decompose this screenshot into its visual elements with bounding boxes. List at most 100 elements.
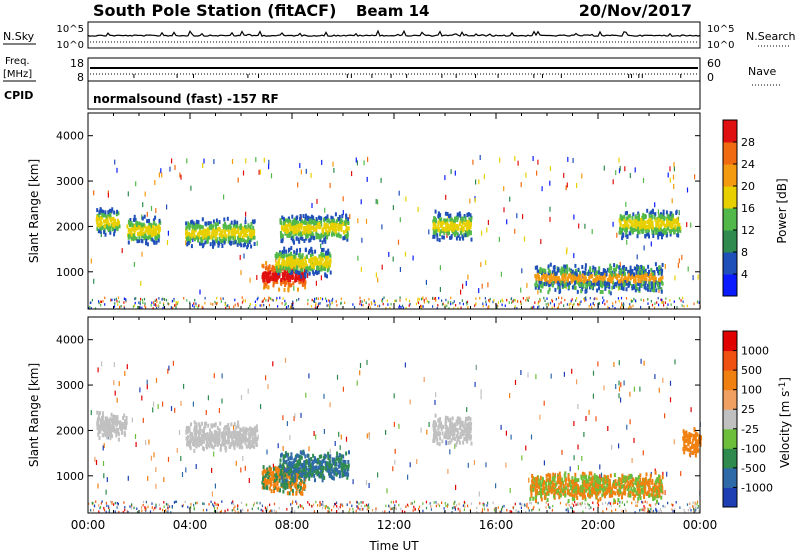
echo-pixel [306,267,309,272]
echo-pixel [659,227,662,232]
noise-pixel [336,510,338,513]
noise-pixel [662,504,664,508]
echo-pixel [211,230,214,235]
noise-pixel [125,299,127,302]
sparse-pixel [334,441,336,446]
sparse-pixel [289,435,291,441]
y-tick-label: 2000 [56,220,84,233]
echo-pixel [467,224,470,229]
noise-pixel [506,298,508,302]
sparse-pixel [167,368,169,374]
noise-pixel [592,302,594,305]
noise-pixel [157,304,159,307]
noise-pixel [359,302,361,306]
noise-pixel [216,510,218,513]
echo-pixel [227,229,230,234]
sparse-pixel [603,385,605,391]
echo-pixel [312,233,315,238]
noise-pixel [378,304,381,308]
noise-pixel [593,303,595,307]
echo-pixel [320,261,323,266]
noise-pixel [193,305,195,309]
echo-pixel [236,242,239,247]
noise-pixel [98,504,100,507]
noise-pixel [126,509,128,513]
noise-pixel [388,510,390,514]
echo-pixel [661,268,664,273]
noise-pixel [256,298,258,301]
echo-pixel [587,271,590,276]
noise-pixel [92,501,94,505]
noise-pixel [577,303,579,306]
echo-pixel [296,248,298,253]
noise-pixel [658,510,660,513]
noise-pixel [457,507,459,511]
echo-pixel [464,233,467,238]
noise-pixel [271,509,273,513]
echo-pixel [461,228,464,233]
echo-pixel [245,229,248,234]
noise-pixel [214,501,216,505]
echo-pixel [110,217,113,221]
noise-pixel [425,500,428,504]
echo-pixel [283,259,286,264]
sparse-pixel [205,410,207,415]
echo-pixel [200,239,203,244]
echo-pixel [236,220,239,225]
noise-pixel [451,511,453,514]
echo-pixel [672,217,675,222]
noise-pixel [528,509,530,512]
noise-pixel [152,508,155,512]
sparse-pixel [179,172,181,178]
echo-pixel [466,212,469,217]
echo-pixel [141,225,144,230]
echo-pixel [152,229,154,234]
echo-pixel [216,426,219,430]
noise-pixel [392,501,395,504]
echo-pixel [562,281,564,285]
echo-pixel [671,222,674,227]
echo-pixel [135,220,138,225]
sparse-pixel [203,158,205,164]
echo-pixel [107,210,110,215]
noise-pixel [190,503,192,506]
sparse-pixel [102,461,105,466]
noise-pixel [388,504,390,508]
sparse-pixel [174,165,176,170]
noise-pixel [111,298,113,302]
echo-pixel [275,252,278,256]
echo-pixel [133,224,136,229]
echo-pixel [288,247,291,252]
noise-pixel [124,508,126,512]
echo-pixel [219,239,222,244]
noise-pixel [339,505,341,509]
noise-pixel [214,509,216,513]
echo-pixel [663,230,666,235]
echo-pixel [458,236,461,241]
echo-pixel [653,282,655,287]
echo-pixel [304,274,307,279]
sparse-pixel [315,280,317,286]
noise-pixel [509,510,511,513]
echo-pixel [101,213,104,218]
noise-pixel [135,297,137,300]
echo-pixel [289,271,292,275]
noise-pixel [530,502,532,505]
noise-pixel [114,510,116,513]
sparse-pixel [467,462,469,468]
noise-pixel [443,507,445,510]
echo-pixel [678,226,681,231]
sparse-pixel [686,222,688,228]
echo-pixel [249,431,252,436]
noise-pixel [257,296,259,300]
noise-pixel [648,508,650,511]
noise-pixel [525,511,527,514]
echo-pixel [238,237,241,242]
noise-pixel [133,506,135,510]
noise-pixel [295,500,297,503]
sparse-pixel [174,407,176,413]
noise-pixel [682,296,684,300]
echo-pixel [299,247,302,252]
echo-pixel [301,230,304,235]
sparse-pixel [141,395,143,401]
